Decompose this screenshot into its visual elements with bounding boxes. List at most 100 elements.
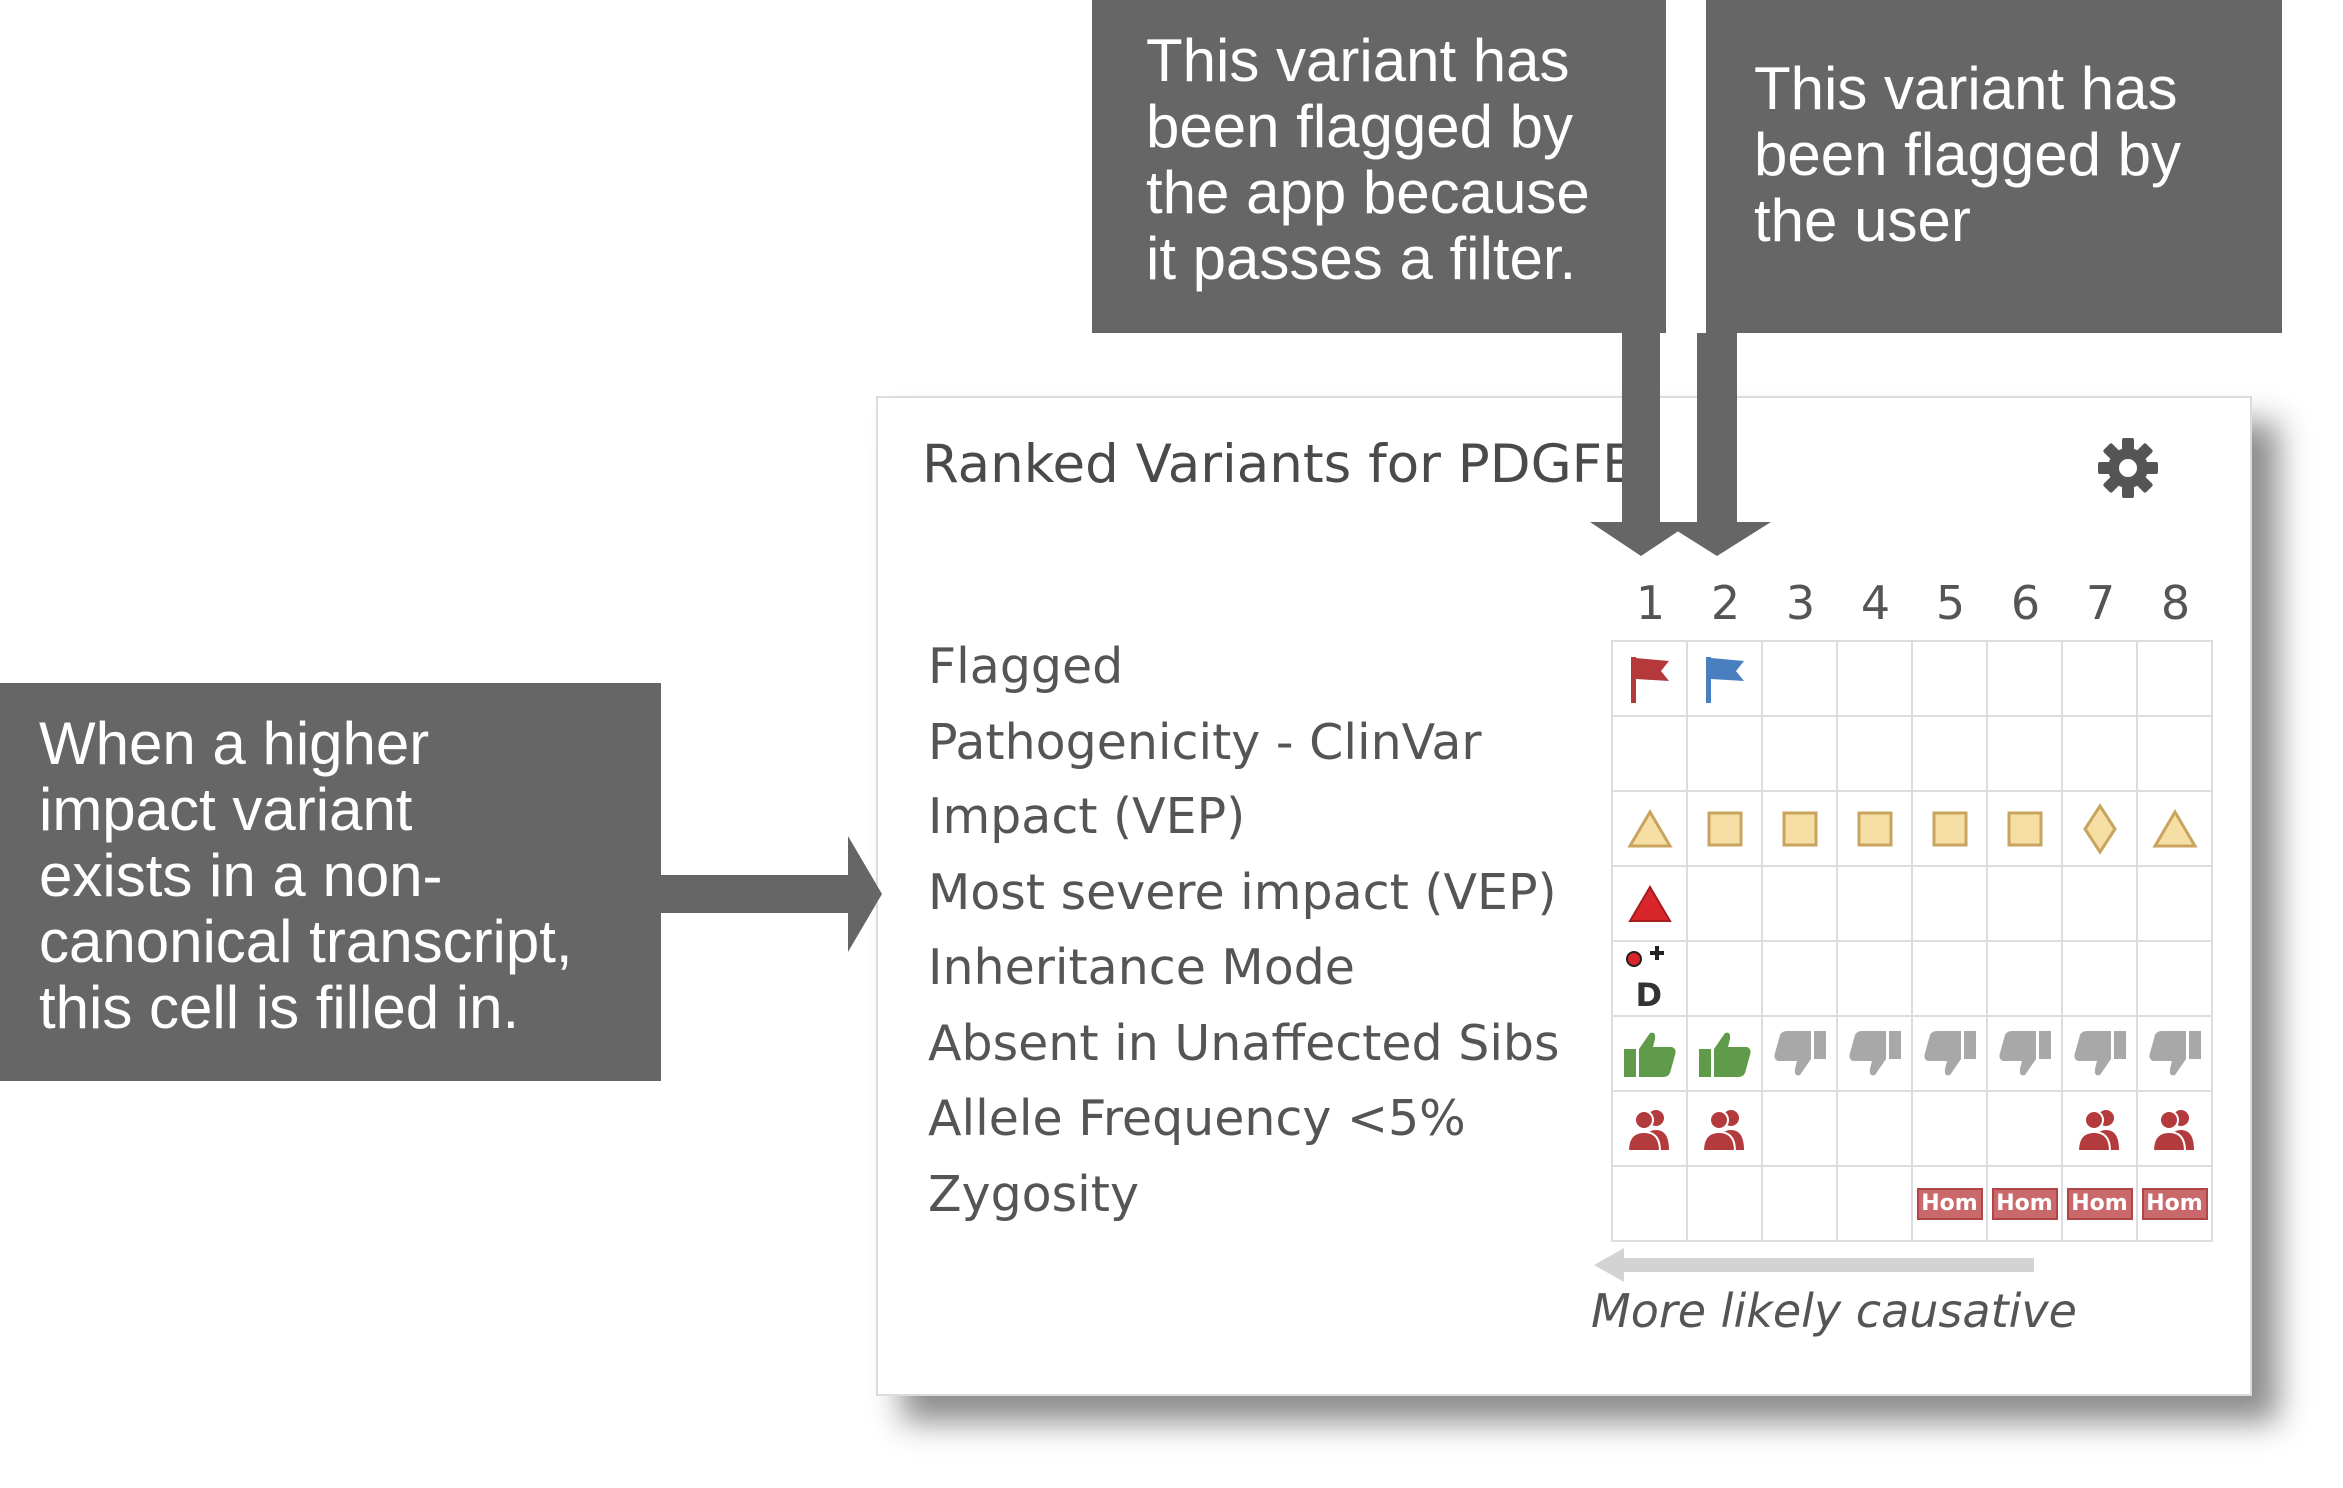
variant-cell[interactable] (1688, 942, 1763, 1017)
variant-cell[interactable] (2138, 1017, 2213, 1092)
variant-cell[interactable] (1988, 792, 2063, 867)
gear-icon[interactable] (2096, 436, 2160, 500)
thumbs-up-icon (1697, 1029, 1753, 1079)
variant-cell[interactable] (1988, 1017, 2063, 1092)
variant-cell[interactable] (1838, 942, 1913, 1017)
row-label: Zygosity (928, 1166, 1140, 1223)
variant-cell[interactable] (1913, 792, 1988, 867)
variant-cell[interactable] (1763, 1092, 1838, 1167)
column-number: 6 (2010, 576, 2041, 630)
variant-cell[interactable] (1913, 642, 1988, 717)
variant-cell[interactable] (1688, 1167, 1763, 1242)
variant-cell[interactable] (1838, 867, 1913, 942)
triangle-icon (1626, 808, 1673, 849)
square-icon (1855, 809, 1895, 849)
variant-cell[interactable] (1988, 867, 2063, 942)
variant-cell[interactable] (2138, 942, 2213, 1017)
row-label: Impact (VEP) (928, 788, 1246, 845)
variant-cell[interactable] (2063, 642, 2138, 717)
variant-cell[interactable] (1763, 1017, 1838, 1092)
variant-cell[interactable] (1913, 1092, 1988, 1167)
variant-cell[interactable] (2063, 1017, 2138, 1092)
variant-cell[interactable] (1988, 1092, 2063, 1167)
variant-cell[interactable] (1763, 942, 1838, 1017)
variant-cell[interactable] (1613, 792, 1688, 867)
inheritance-icon: D (1620, 944, 1680, 1014)
variant-cell[interactable] (2063, 942, 2138, 1017)
variant-cell[interactable] (1838, 717, 1913, 792)
variant-cell[interactable]: D (1613, 942, 1688, 1017)
callout-line: the app because (1146, 159, 1590, 226)
variant-cell[interactable] (2138, 792, 2213, 867)
thumbs-down-icon (2072, 1029, 2128, 1079)
row-label: Most severe impact (VEP) (928, 864, 1557, 921)
callout-line: been flagged by (1146, 93, 1574, 160)
variant-cell[interactable] (1613, 867, 1688, 942)
thumbs-down-icon (1847, 1029, 1903, 1079)
people-icon (1698, 1106, 1752, 1152)
variant-cell[interactable] (2063, 867, 2138, 942)
column-number: 1 (1635, 576, 1666, 630)
variant-cell[interactable] (1688, 642, 1763, 717)
people-icon (2073, 1106, 2127, 1152)
square-icon (1930, 809, 1970, 849)
variant-cell[interactable] (1688, 717, 1763, 792)
variant-cell[interactable] (1763, 1167, 1838, 1242)
variant-cell[interactable] (1613, 642, 1688, 717)
variant-cell[interactable] (1763, 867, 1838, 942)
callout-line: it passes a filter. (1146, 225, 1577, 292)
thumbs-up-icon (1622, 1029, 1678, 1079)
column-number: 7 (2085, 576, 2116, 630)
variant-cell[interactable] (1838, 642, 1913, 717)
variant-cell[interactable] (1988, 942, 2063, 1017)
callout-impact: When a higher impact variant exists in a n… (0, 683, 661, 1081)
callout-line: the user (1754, 187, 1971, 254)
column-number: 3 (1785, 576, 1816, 630)
row-label: Pathogenicity - ClinVar (928, 714, 1482, 771)
callout-line: This variant has (1754, 55, 2178, 122)
variant-cell[interactable]: Hom (2138, 1167, 2213, 1242)
zygosity-badge: Hom (2141, 1187, 2208, 1220)
column-number: 4 (1860, 576, 1891, 630)
variant-cell[interactable] (1763, 717, 1838, 792)
ranked-variants-card: Ranked Variants for PDGFB Flagged Pathoge… (876, 396, 2252, 1396)
variant-cell[interactable] (1988, 642, 2063, 717)
column-number: 8 (2160, 576, 2191, 630)
variant-cell[interactable] (1838, 1092, 1913, 1167)
variant-cell[interactable] (1763, 642, 1838, 717)
variant-cell[interactable]: Hom (1913, 1167, 1988, 1242)
variant-cell[interactable] (1688, 1017, 1763, 1092)
variant-cell[interactable] (2138, 867, 2213, 942)
variant-cell[interactable] (1988, 717, 2063, 792)
variant-cell[interactable] (1913, 942, 1988, 1017)
variant-cell[interactable] (1688, 1092, 1763, 1167)
variant-cell[interactable] (1913, 867, 1988, 942)
variant-cell[interactable] (1838, 1167, 1913, 1242)
causative-arrow-icon (1594, 1248, 2034, 1282)
variant-cell[interactable]: Hom (1988, 1167, 2063, 1242)
variant-cell[interactable] (2063, 1092, 2138, 1167)
variant-cell[interactable] (1613, 717, 1688, 792)
variant-cell[interactable] (2138, 1092, 2213, 1167)
variant-cell[interactable] (1838, 1017, 1913, 1092)
row-label: Inheritance Mode (928, 939, 1355, 996)
variant-cell[interactable] (2063, 717, 2138, 792)
variant-cell[interactable] (2138, 642, 2213, 717)
variant-cell[interactable] (1838, 792, 1913, 867)
callout-line: exists in a non- (39, 842, 443, 909)
variant-cell[interactable] (1688, 867, 1763, 942)
variant-cell[interactable] (1913, 1017, 1988, 1092)
variant-cell[interactable] (1763, 792, 1838, 867)
callout-line: canonical transcript, (39, 908, 573, 975)
variant-cell[interactable] (2063, 792, 2138, 867)
variant-cell[interactable] (2138, 717, 2213, 792)
variant-cell[interactable] (1913, 717, 1988, 792)
variant-cell[interactable] (1613, 1017, 1688, 1092)
thumbs-down-icon (1922, 1029, 1978, 1079)
zygosity-badge: Hom (2066, 1187, 2133, 1220)
variant-cell[interactable]: Hom (2063, 1167, 2138, 1242)
people-icon (1623, 1106, 1677, 1152)
variant-cell[interactable] (1688, 792, 1763, 867)
variant-cell[interactable] (1613, 1092, 1688, 1167)
variant-cell[interactable] (1613, 1167, 1688, 1242)
